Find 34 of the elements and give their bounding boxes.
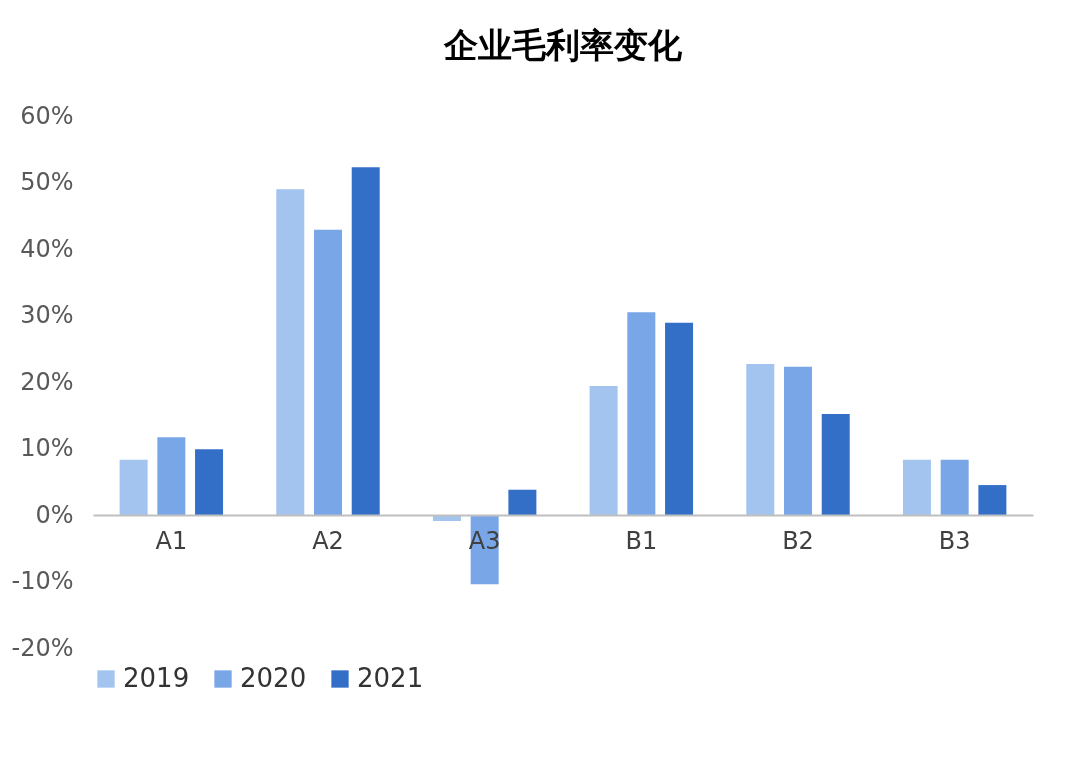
y-tick-label: 40% bbox=[20, 234, 74, 263]
x-tick-label: A1 bbox=[155, 526, 188, 555]
bar bbox=[665, 322, 694, 515]
bar bbox=[627, 312, 656, 515]
bar bbox=[314, 229, 342, 515]
bar bbox=[276, 189, 305, 515]
bar bbox=[157, 437, 186, 515]
bar bbox=[821, 413, 850, 515]
x-tick-label: B1 bbox=[625, 526, 658, 555]
y-tick-label: 10% bbox=[20, 434, 74, 462]
x-tick-label: B3 bbox=[938, 526, 971, 555]
y-tick-label: -20% bbox=[11, 633, 74, 662]
y-tick-label: -10% bbox=[11, 567, 74, 595]
y-tick-label: 60% bbox=[20, 101, 74, 130]
bar bbox=[940, 459, 969, 515]
y-tick-label: 30% bbox=[20, 301, 74, 329]
bar bbox=[589, 385, 618, 515]
bar bbox=[978, 485, 1007, 515]
bar bbox=[902, 459, 931, 515]
y-tick-label: 0% bbox=[35, 500, 74, 529]
x-tick-label: A2 bbox=[312, 526, 344, 555]
chart-title: 企业毛利率变化 bbox=[443, 25, 683, 65]
x-tick-label: B2 bbox=[782, 526, 814, 555]
y-tick-label: 50% bbox=[20, 168, 74, 196]
legend-label: 2021 bbox=[357, 663, 424, 693]
bar bbox=[351, 167, 380, 515]
bar bbox=[508, 489, 537, 515]
bar bbox=[119, 459, 148, 515]
bar bbox=[746, 364, 775, 515]
bar bbox=[784, 366, 812, 515]
legend-label: 2020 bbox=[240, 663, 307, 693]
y-tick-label: 20% bbox=[20, 367, 74, 396]
bar bbox=[195, 449, 224, 515]
legend-label: 2019 bbox=[123, 663, 190, 693]
